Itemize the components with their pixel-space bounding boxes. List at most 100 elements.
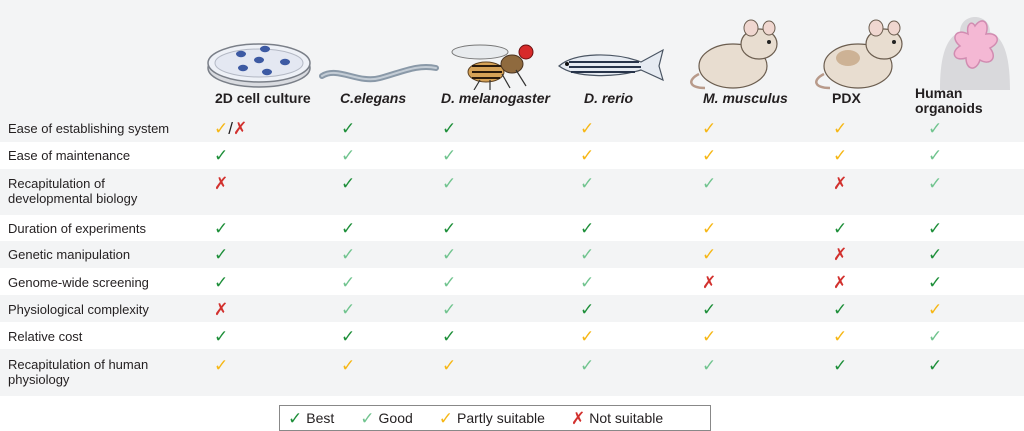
- check-best-icon: ✓: [580, 300, 595, 319]
- check-good-icon: ✓: [442, 273, 457, 292]
- row-label-ease-of-maintenance: Ease of maintenance: [8, 148, 131, 163]
- mouse-icon: [690, 19, 778, 90]
- column-header-c-elegans: C.elegans: [340, 90, 407, 106]
- check-good-icon: ✓: [442, 146, 457, 165]
- check-best-icon: ✓: [833, 356, 848, 375]
- check-good-icon: ✓: [928, 174, 943, 193]
- check-partly-icon: ✓: [442, 356, 457, 375]
- legend-label-good: Good: [378, 410, 413, 426]
- mark-r2-c4: ✓: [580, 147, 594, 166]
- check-partly-icon: ✓: [702, 245, 717, 264]
- mark-r7-c3: ✓: [442, 301, 456, 320]
- cross-not-icon: ✗: [232, 119, 248, 138]
- mark-r6-c2: ✓: [341, 274, 355, 293]
- mark-r8-c6: ✓: [833, 328, 847, 347]
- check-best-icon: ✓: [442, 219, 457, 238]
- comparison-table: 2D cell culture C.elegans D. melanogaste…: [0, 0, 1024, 396]
- row-band-6: [0, 268, 1024, 295]
- row-label-recap-human-line1: Recapitulation of human: [8, 357, 149, 372]
- check-best-icon: ✓: [442, 119, 457, 138]
- mark-r4-c1: ✓: [214, 220, 228, 239]
- mark-r3-c6: ✗: [833, 175, 847, 194]
- cross-not-icon: ✗: [214, 174, 229, 193]
- check-best-icon: ✓: [833, 219, 848, 238]
- slash-separator: /: [228, 119, 233, 138]
- check-partly-icon: ✓: [702, 119, 717, 138]
- check-good-icon: ✓: [580, 273, 595, 292]
- mark-r3-c3: ✓: [442, 175, 456, 194]
- mark-r5-c4: ✓: [580, 246, 594, 265]
- check-best-icon: ✓: [341, 119, 356, 138]
- check-good-icon: ✓: [341, 146, 356, 165]
- mark-r1-c3: ✓: [442, 120, 456, 139]
- organoid-icon: [940, 17, 1010, 90]
- check-best-icon: ✓: [341, 174, 356, 193]
- mark-r8-c2: ✓: [341, 328, 355, 347]
- check-partly-icon: ✓: [580, 146, 595, 165]
- legend-item-good: ✓ Good: [360, 410, 413, 427]
- check-partly-icon: ✓: [702, 146, 717, 165]
- mark-r8-c3: ✓: [442, 328, 456, 347]
- mark-r3-c4: ✓: [580, 175, 594, 194]
- row-band-3: [0, 169, 1024, 215]
- cross-not-icon: ✗: [214, 300, 229, 319]
- pdx-mouse-icon: [815, 19, 903, 90]
- mark-r1-c7: ✓: [928, 120, 942, 139]
- mark-r6-c6: ✗: [833, 274, 847, 293]
- legend-label-partly: Partly suitable: [457, 410, 545, 426]
- check-partly-icon: ✓: [833, 146, 848, 165]
- check-good-icon: ✓: [580, 174, 595, 193]
- check-good-icon: ✓: [442, 300, 457, 319]
- mark-r1-c4: ✓: [580, 120, 594, 139]
- check-good-icon: ✓: [360, 408, 375, 428]
- mark-r8-c5: ✓: [702, 328, 716, 347]
- check-best-icon: ✓: [928, 219, 943, 238]
- mark-r5-c1: ✓: [214, 246, 228, 265]
- mark-r2-c5: ✓: [702, 147, 716, 166]
- check-best-icon: ✓: [928, 245, 943, 264]
- check-best-icon: ✓: [214, 273, 229, 292]
- mark-r4-c5: ✓: [702, 220, 716, 239]
- legend-item-not: ✗ Not suitable: [571, 410, 663, 427]
- check-partly-icon: ✓: [702, 327, 717, 346]
- zebrafish-icon: [558, 48, 664, 82]
- mark-r5-c3: ✓: [442, 246, 456, 265]
- cross-not-icon: ✗: [833, 174, 848, 193]
- check-good-icon: ✓: [928, 146, 943, 165]
- petri-dish-icon: [207, 43, 311, 88]
- mark-r5-c5: ✓: [702, 246, 716, 265]
- cross-not-icon: ✗: [702, 273, 717, 292]
- row-label-duration: Duration of experiments: [8, 221, 147, 236]
- mark-r7-c7: ✓: [928, 301, 942, 320]
- check-good-icon: ✓: [580, 356, 595, 375]
- check-best-icon: ✓: [928, 273, 943, 292]
- mark-r7-c6: ✓: [833, 301, 847, 320]
- cross-not-icon: ✗: [833, 273, 848, 292]
- check-best-icon: ✓: [442, 327, 457, 346]
- mark-r6-c1: ✓: [214, 274, 228, 293]
- mark-r7-c1: ✗: [214, 301, 228, 320]
- mark-r9-c7: ✓: [928, 357, 942, 376]
- check-good-icon: ✓: [341, 245, 356, 264]
- row-label-ease-of-establishing: Ease of establishing system: [8, 121, 170, 136]
- legend-label-not: Not suitable: [589, 410, 664, 426]
- row-label-physiological-complexity: Physiological complexity: [8, 302, 149, 317]
- mark-r1-c2: ✓: [341, 120, 355, 139]
- mark-r7-c5: ✓: [702, 301, 716, 320]
- column-header-d-rerio: D. rerio: [584, 90, 634, 106]
- mark-r3-c2: ✓: [341, 175, 355, 194]
- check-partly-icon: ✓: [928, 300, 943, 319]
- row-band-9: [0, 349, 1024, 396]
- mark-r4-c6: ✓: [833, 220, 847, 239]
- check-best-icon: ✓: [833, 300, 848, 319]
- mark-r4-c2: ✓: [341, 220, 355, 239]
- mark-r6-c5: ✗: [702, 274, 716, 293]
- mark-r2-c3: ✓: [442, 147, 456, 166]
- row-band-8: [0, 322, 1024, 349]
- legend-item-partly: ✓ Partly suitable: [439, 410, 545, 427]
- check-good-icon: ✓: [341, 273, 356, 292]
- check-partly-icon: ✓: [438, 408, 454, 428]
- check-good-icon: ✓: [442, 245, 457, 264]
- cross-not-icon: ✗: [833, 245, 848, 264]
- mark-r9-c2: ✓: [341, 357, 355, 376]
